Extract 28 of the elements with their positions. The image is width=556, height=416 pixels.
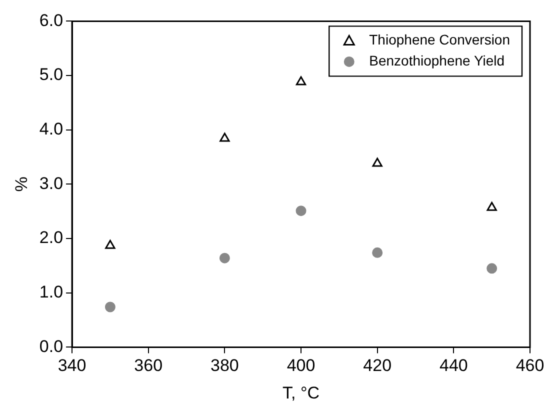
x-tick-label: 400 bbox=[286, 356, 316, 376]
x-tick-label: 420 bbox=[363, 356, 392, 376]
x-tick-label: 440 bbox=[439, 356, 468, 376]
x-tick-label: 460 bbox=[516, 356, 544, 376]
legend-label: Thiophene Conversion bbox=[369, 32, 510, 48]
legend-label: Benzothiophene Yield bbox=[369, 52, 505, 69]
y-tick-label: 5.0 bbox=[39, 65, 64, 84]
x-tick-label: 360 bbox=[134, 356, 163, 376]
point bbox=[219, 252, 230, 264]
y-tick-label: 0.0 bbox=[39, 336, 64, 356]
point bbox=[486, 263, 498, 274]
y-tick-label: 2.0 bbox=[39, 228, 64, 248]
point bbox=[105, 240, 116, 249]
y-tick-label: 4.0 bbox=[39, 120, 64, 139]
point bbox=[104, 302, 116, 312]
y-tick-label: 6.0 bbox=[39, 10, 64, 30]
y-axis-title: % bbox=[12, 176, 31, 192]
x-tick-label: 340 bbox=[58, 356, 86, 376]
point bbox=[372, 158, 382, 167]
point bbox=[296, 206, 306, 216]
y-tick-label: 1.0 bbox=[39, 282, 64, 302]
x-axis-title: T, °C bbox=[282, 383, 320, 402]
x-tick-label: 380 bbox=[210, 356, 239, 376]
point bbox=[296, 76, 306, 86]
point bbox=[372, 247, 383, 258]
point bbox=[486, 202, 497, 211]
y-tick-label: 3.0 bbox=[39, 174, 64, 193]
point bbox=[220, 132, 230, 142]
